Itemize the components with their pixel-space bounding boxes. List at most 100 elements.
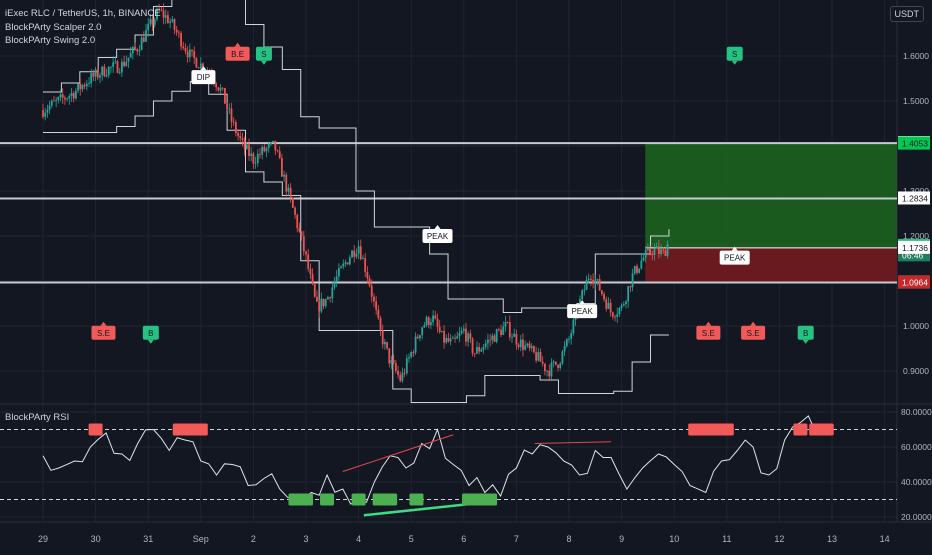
indicator-swing-label[interactable]: BlockPArty Swing 2.0 — [5, 35, 96, 46]
candle-body — [539, 351, 542, 362]
signal-label-pointer — [750, 321, 757, 326]
candle-body — [83, 85, 86, 87]
signal-label-box — [567, 304, 598, 319]
candle-body — [491, 335, 494, 341]
candle-body — [565, 339, 568, 346]
signal-label-se: S.E — [702, 329, 715, 338]
candle-body — [149, 19, 152, 24]
candle-body — [291, 197, 294, 208]
candle-body — [112, 62, 115, 67]
candle-body — [123, 61, 125, 67]
rsi-axis-tick: 40.0000 — [901, 477, 932, 487]
candle-body — [153, 19, 156, 25]
candle-body — [631, 273, 634, 288]
signal-label-pointer — [731, 60, 738, 65]
price-badge-text-stop-loss: 1.0964 — [902, 278, 928, 288]
candle-body — [234, 122, 237, 134]
indicator-scalper-label[interactable]: BlockPArty Scalper 2.0 — [5, 22, 102, 33]
candle-body — [568, 338, 570, 340]
candle-body — [519, 339, 522, 347]
candle-body — [320, 298, 323, 312]
signal-label-pointer — [802, 339, 809, 344]
candle-body — [592, 279, 595, 284]
candle-body — [340, 266, 342, 269]
signal-label-pointer — [100, 321, 107, 326]
candle-body — [377, 309, 380, 318]
candle-body — [375, 301, 378, 310]
candle-body — [224, 87, 226, 104]
candle-body — [167, 15, 169, 23]
candle-body — [129, 53, 132, 58]
candle-body — [614, 316, 616, 318]
signal-label-dip: DIP — [197, 73, 210, 82]
rsi-bear-divergence — [534, 441, 612, 444]
rsi-overbought-marker — [793, 423, 808, 436]
time-axis-tick: 4 — [356, 534, 361, 544]
candle-body — [543, 363, 546, 371]
rsi-panel-label[interactable]: BlockPArty RSI — [5, 412, 70, 423]
candle-body — [307, 254, 310, 269]
signal-label-s: S — [261, 50, 266, 59]
candle-body — [254, 162, 257, 164]
candle-body — [401, 372, 404, 381]
candle-body — [373, 296, 375, 302]
candle-body — [467, 333, 470, 342]
candle-body — [388, 348, 391, 364]
candle-body — [248, 144, 250, 156]
candle-body — [414, 336, 417, 353]
signal-label-box — [191, 70, 216, 85]
time-axis-tick: 13 — [827, 534, 837, 544]
candle-body — [607, 302, 610, 309]
candle-body — [629, 286, 632, 288]
candle-body — [309, 268, 312, 275]
candle-body — [513, 333, 516, 337]
candle-body — [267, 144, 270, 149]
candle-body — [90, 73, 93, 84]
candle-body — [335, 276, 338, 282]
candle-body — [627, 286, 630, 302]
candle-body — [662, 249, 665, 251]
candle-body — [184, 48, 187, 52]
rsi-bear-divergence — [342, 434, 454, 472]
candle-body — [379, 317, 382, 331]
candle-body — [460, 330, 463, 334]
candle-body — [156, 8, 158, 20]
stop-loss-zone — [645, 247, 897, 283]
candle-body — [421, 327, 424, 336]
candle-body — [603, 294, 605, 300]
candle-body — [548, 370, 551, 377]
candle-body — [649, 248, 651, 254]
rsi-oversold-marker — [472, 493, 487, 506]
candle-body — [169, 21, 172, 23]
time-axis-tick: 30 — [91, 534, 101, 544]
rsi-overbought-marker — [709, 423, 724, 436]
candle-body — [125, 61, 128, 67]
signal-label-pointer — [434, 225, 441, 229]
candle-body — [625, 301, 627, 305]
candle-body — [528, 343, 531, 349]
candle-body — [508, 322, 511, 338]
symbol-title[interactable]: iExec RLC / TetherUS, 1h, BINANCE — [5, 8, 161, 19]
candle-body — [296, 214, 299, 229]
candle-body — [134, 47, 136, 50]
candle-body — [344, 262, 347, 264]
candle-body — [655, 246, 658, 249]
candle-body — [243, 139, 246, 150]
candle-body — [48, 105, 51, 110]
currency-badge[interactable]: USDT — [889, 6, 924, 22]
candle-body — [666, 243, 669, 257]
candle-body — [522, 339, 524, 350]
candle-body — [53, 100, 55, 102]
candle-body — [412, 352, 415, 353]
candle-body — [559, 363, 562, 368]
candle-body — [280, 157, 283, 177]
candle-body — [585, 279, 588, 290]
time-axis-tick: 14 — [880, 534, 890, 544]
candle-body — [219, 87, 222, 91]
candle-body — [436, 318, 439, 327]
candle-body — [55, 100, 58, 101]
candle-body — [368, 278, 371, 286]
signal-label-pointer — [147, 339, 154, 344]
